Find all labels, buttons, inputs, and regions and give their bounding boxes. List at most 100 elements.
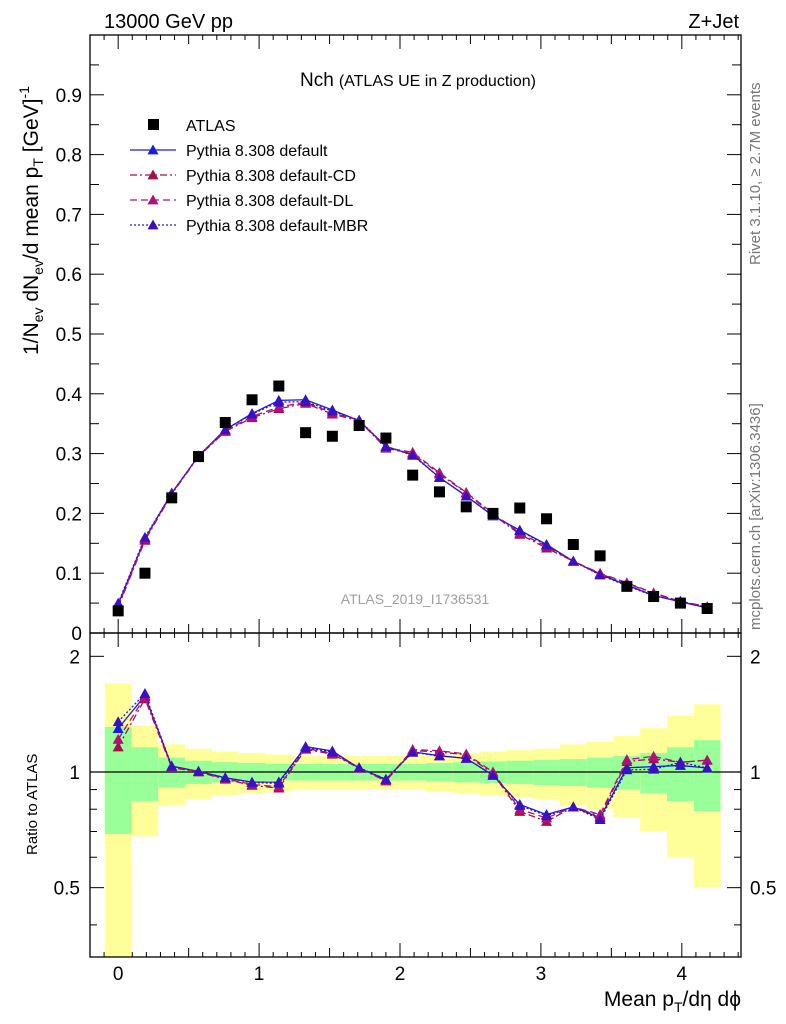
series-marker-mbr — [407, 449, 419, 460]
ratio-marker-dl — [433, 745, 445, 756]
ratio-ticks: 0.5 0.5 1 1 2 2 — [54, 647, 776, 926]
ylabel-mid: dN — [20, 275, 43, 308]
band-inner-bin — [693, 740, 721, 812]
series-marker-mbr — [380, 440, 392, 451]
ratio-marker-mbr — [701, 762, 713, 773]
ratio-marker-mbr — [112, 716, 124, 727]
data-point — [460, 501, 472, 513]
data-point — [326, 430, 338, 442]
series-marker-mbr — [219, 424, 231, 435]
data-point — [273, 380, 285, 392]
y-axis-label: 1/Nev dNev/d mean pT [GeV]-1 — [16, 86, 46, 355]
data-point — [407, 469, 419, 481]
y-tick-label: 0.5 — [56, 325, 82, 346]
ratio-marker-mbr — [567, 801, 579, 812]
legend-label-cd: Pythia 8.308 default-CD — [186, 168, 356, 185]
ratio-marker-cd — [112, 741, 124, 752]
ylabel-sub2: ev — [30, 260, 46, 275]
series-marker-mbr — [594, 569, 606, 580]
series-marker-mbr — [433, 472, 445, 482]
ratio-marker-mbr — [353, 762, 365, 773]
series-marker-mbr — [273, 396, 285, 407]
ratio-marker-mbr — [380, 773, 392, 784]
ratio-y-tick-label: 0.5 — [750, 879, 776, 900]
data-point — [166, 492, 178, 504]
ratio-y-tick-label: 1 — [750, 763, 761, 784]
ratio-y-tick-label: 2 — [69, 647, 80, 668]
ratio-marker-mbr — [193, 765, 204, 776]
ratio-marker-mbr — [433, 750, 445, 761]
band-inner-bin — [667, 747, 694, 802]
ratio-y-axis-label: Ratio to ATLAS — [24, 754, 41, 855]
x-tick-labels: 0 1 2 3 4 — [113, 964, 688, 985]
legend: ATLAS Pythia 8.308 default Pythia 8.308 de… — [130, 118, 368, 235]
ylabel-sub1: ev — [30, 308, 46, 323]
y-tick-label: 0.9 — [56, 86, 82, 107]
main-ticks: 0 0.1 0.2 0.3 0.4 0.5 0.6 0.7 0.8 0.9 — [56, 34, 741, 957]
x-tick-label: 2 — [395, 964, 406, 985]
series-marker-mbr — [246, 408, 258, 419]
data-point — [701, 602, 713, 614]
ratio-marker-mbr — [594, 814, 606, 824]
title-sub: (ATLAS UE in Z production) — [339, 73, 536, 90]
ratio-marker-dl — [112, 733, 124, 744]
series-marker-mbr — [541, 539, 553, 550]
data-point — [567, 538, 579, 550]
x-tick-label: 4 — [677, 964, 688, 985]
legend-label-dl: Pythia 8.308 default-DL — [186, 193, 353, 210]
ratio-panel: 0.5 0.5 1 1 2 2 — [54, 632, 776, 958]
ratio-marker-mbr — [648, 763, 660, 774]
data-point — [648, 591, 660, 603]
ratio-marker-dl — [701, 754, 713, 765]
ratio-marker-dl — [648, 750, 660, 761]
side-label-top: Rivet 3.1.10, ≥ 2.7M events — [747, 83, 764, 266]
ratio-marker-mbr — [541, 810, 553, 821]
legend-marker-mbr — [147, 219, 159, 230]
ratio-y-tick-label: 1 — [69, 763, 80, 784]
ylabel-mid3: [GeV] — [20, 99, 43, 159]
ratio-marker-mbr — [300, 742, 312, 753]
ratio-marker-default — [112, 723, 124, 733]
main-data-points — [112, 380, 713, 617]
legend-label-default: Pythia 8.308 default — [186, 143, 328, 160]
ratio-marker-dl — [621, 754, 633, 765]
ratio-marker-mbr — [407, 746, 419, 757]
analysis-label: ATLAS_2019_I1736531 — [341, 591, 490, 607]
ratio-marker-mbr — [514, 799, 526, 810]
legend-label-data: ATLAS — [186, 118, 236, 135]
data-point — [193, 451, 204, 463]
legend-label-mbr: Pythia 8.308 default-MBR — [186, 218, 368, 235]
series-line-default — [117, 399, 708, 609]
y-tick-label: 0.2 — [56, 504, 82, 525]
data-point — [621, 580, 633, 592]
series-marker-mbr — [300, 396, 312, 406]
x-tick-label: 0 — [113, 964, 124, 985]
header-right: Z+Jet — [688, 11, 739, 33]
legend-marker-cd — [147, 169, 159, 180]
data-point — [514, 502, 526, 514]
data-point — [380, 432, 392, 444]
ylabel-sub3: T — [30, 158, 46, 167]
xlabel-main: Mean p — [604, 988, 674, 1011]
series-marker-mbr — [567, 555, 579, 566]
data-point — [353, 419, 365, 431]
y-tick-label: 0.7 — [56, 205, 82, 226]
ratio-marker-mbr — [674, 756, 686, 767]
series-marker-mbr — [139, 531, 151, 542]
y-tick-label: 0.6 — [56, 265, 82, 286]
ratio-marker-mbr — [273, 777, 285, 788]
main-panel: 0 0.1 0.2 0.3 0.4 0.5 0.6 0.7 0.8 0.9 Nch (ATLAS U… — [56, 34, 742, 957]
ratio-marker-mbr — [460, 752, 472, 763]
y-tick-label: 0.3 — [56, 445, 82, 466]
series-line-dl — [117, 401, 708, 608]
ratio-marker-mbr — [166, 760, 178, 771]
series-line-cd — [117, 402, 708, 608]
ratio-line-mbr — [117, 692, 708, 821]
ratio-marker-mbr — [139, 688, 151, 698]
ratio-marker-dl — [594, 808, 606, 819]
ratio-y-tick-label: 0.5 — [54, 879, 80, 900]
y-tick-label: 0.1 — [56, 564, 82, 585]
data-point — [139, 567, 151, 579]
ratio-marker-mbr — [246, 777, 258, 787]
ratio-marker-mbr — [219, 772, 231, 783]
